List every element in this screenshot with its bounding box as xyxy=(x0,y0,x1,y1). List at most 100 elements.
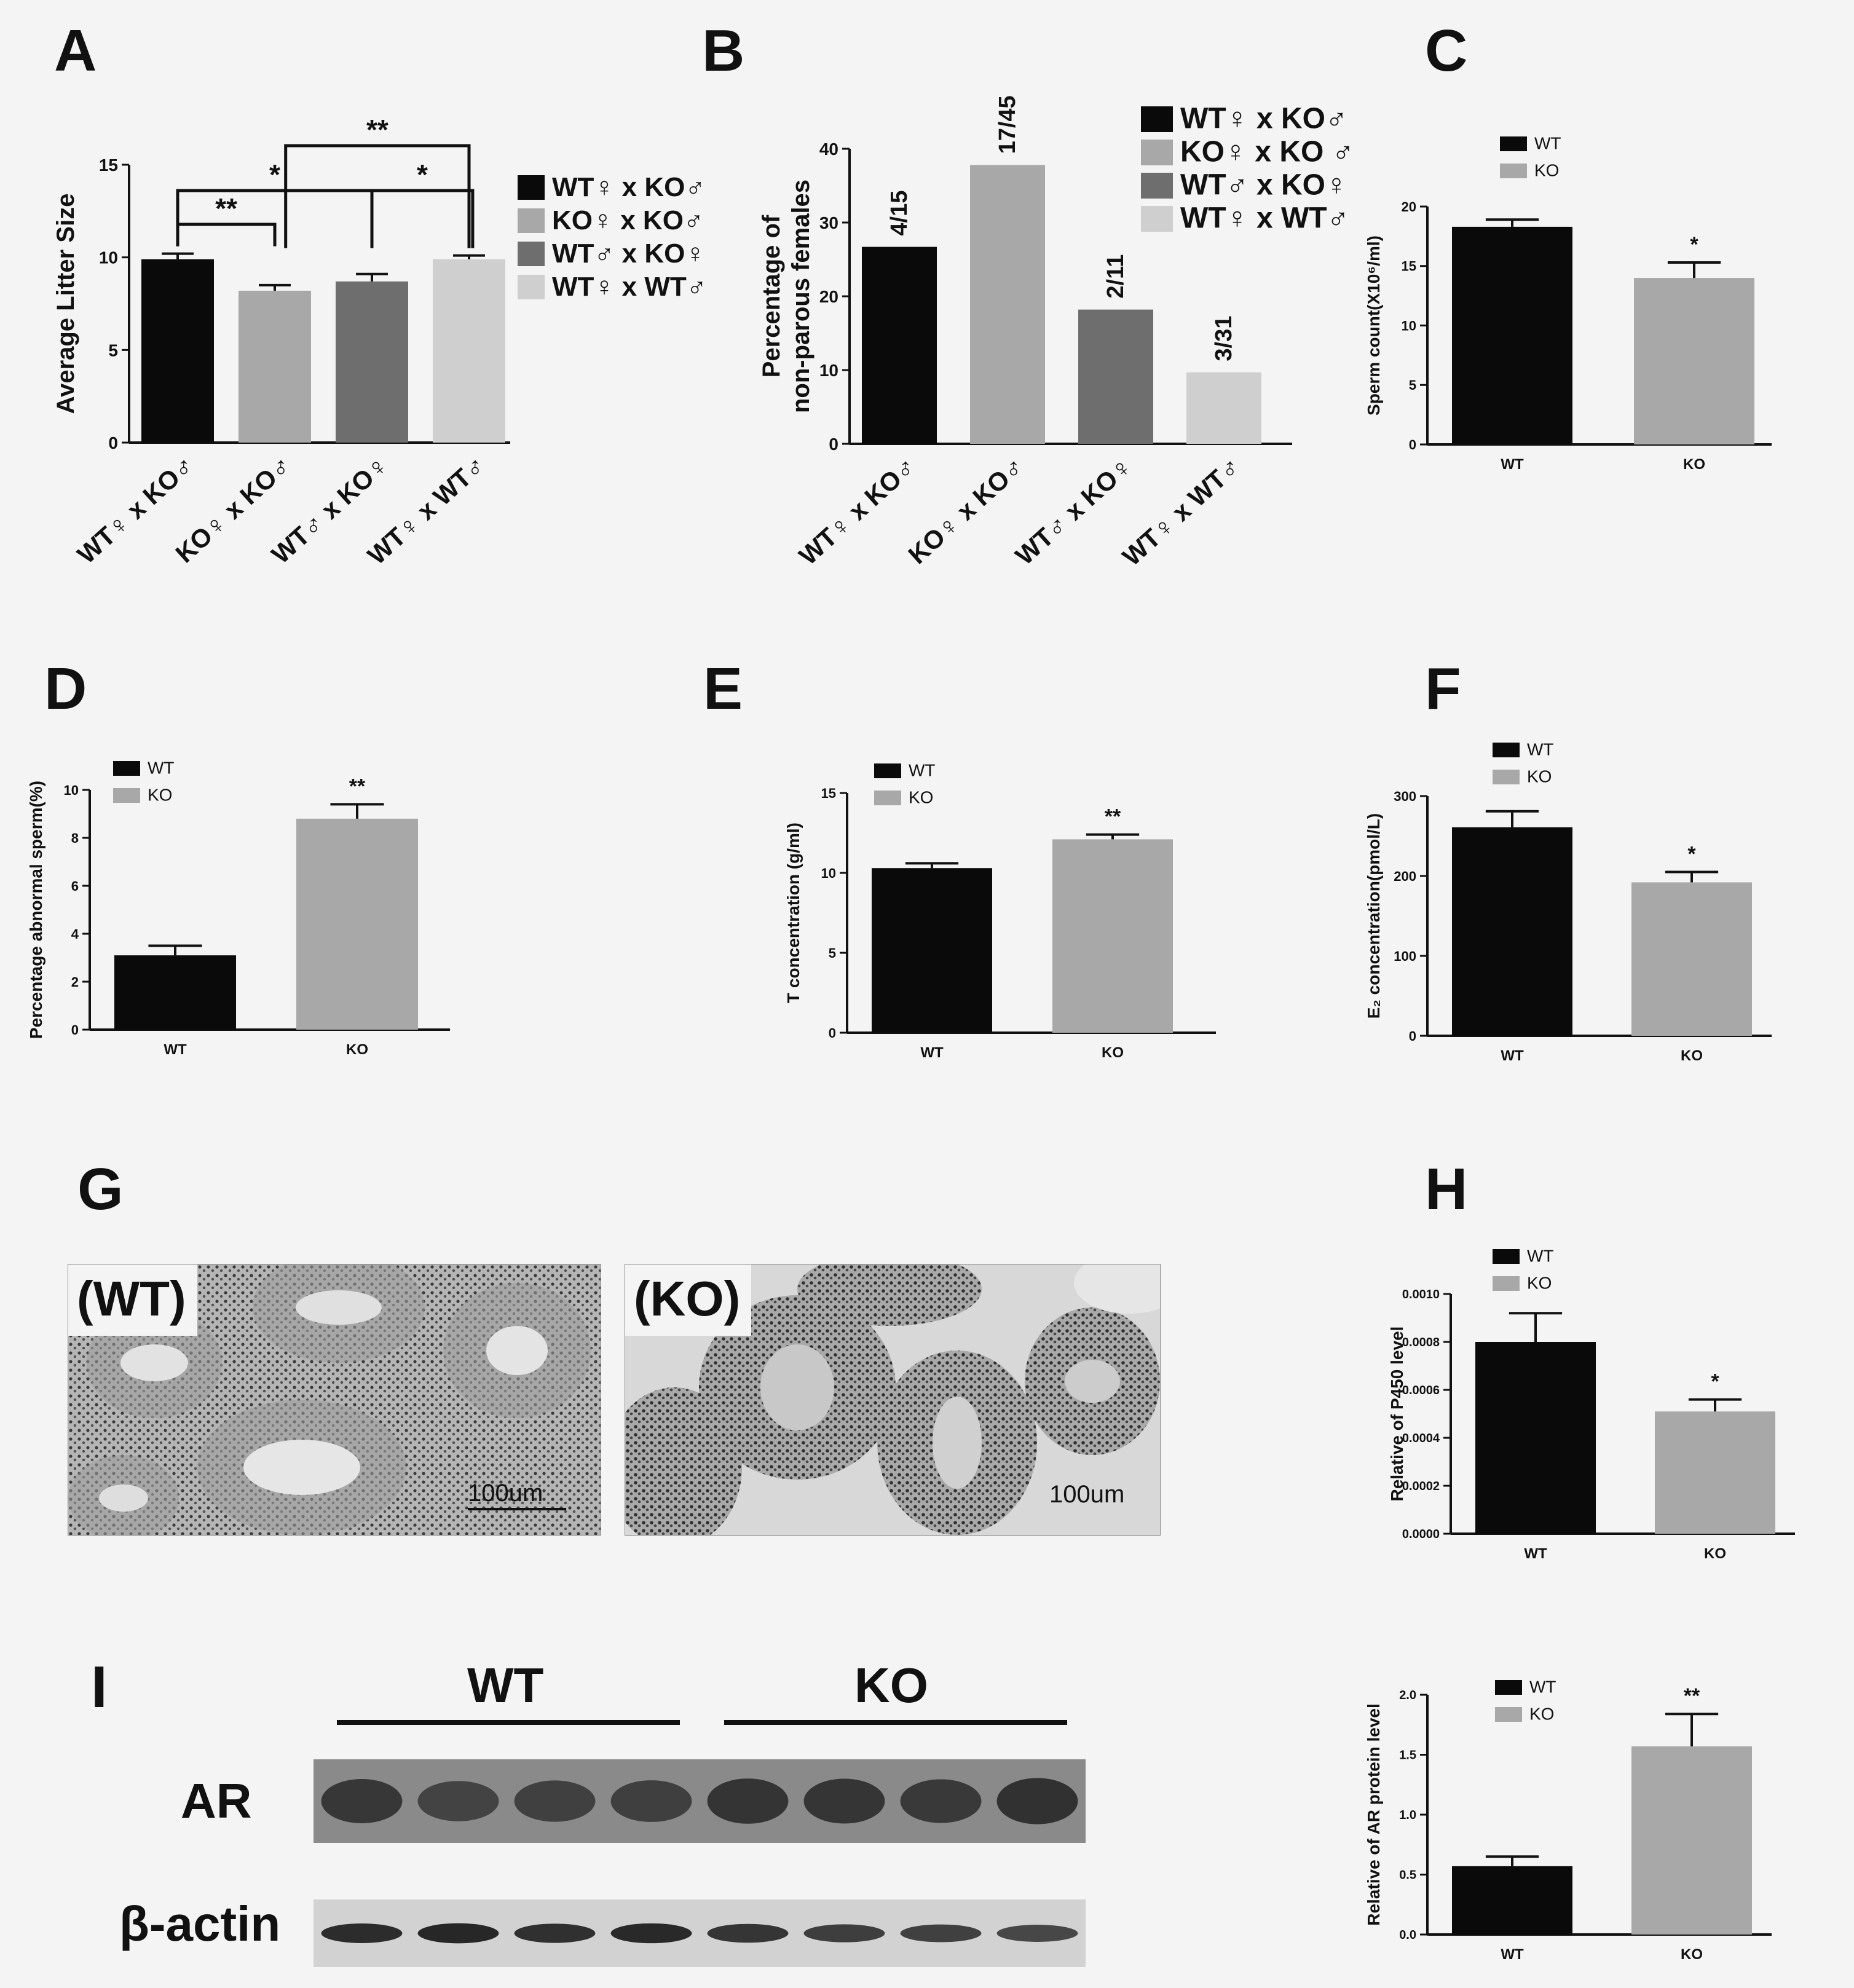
bar-3 xyxy=(1078,309,1153,444)
y-tick-label: 5 xyxy=(829,945,836,961)
y-tick-label: 0.0 xyxy=(1399,1928,1416,1942)
legend-label: WT xyxy=(148,758,175,777)
y-tick-label: 5 xyxy=(1409,377,1416,393)
x-category-label: KO xyxy=(1704,1545,1726,1562)
y-tick-label: 200 xyxy=(1394,869,1416,884)
y-tick-label: 0 xyxy=(829,1025,836,1041)
y-tick-label: 20 xyxy=(819,287,838,306)
legend-swatch xyxy=(1141,140,1173,165)
y-tick-label: 1.0 xyxy=(1399,1809,1416,1822)
y-axis-label: Percentage of non-parous females xyxy=(758,179,815,413)
blot-group-ko-bar xyxy=(724,1720,1067,1725)
chart-f: 0 100 200 300 E₂ concentration(pmol/L) WT * KO W… xyxy=(1364,707,1850,1088)
y-axis-label: Relative of P450 level xyxy=(1387,1327,1406,1502)
bar-1 xyxy=(1452,226,1572,444)
x-category-label: KO xyxy=(1683,456,1705,473)
legend-label: KO♀ x KO ♂ xyxy=(1180,136,1354,168)
y-tick-label: 15 xyxy=(821,786,836,801)
y-tick-label: 15 xyxy=(1402,259,1416,274)
legend-swatch xyxy=(1500,136,1527,151)
significance-mark: * xyxy=(1711,1370,1719,1394)
blot-band-5 xyxy=(707,1923,789,1943)
x-category-label: KO xyxy=(1102,1044,1124,1061)
chart-d: 0 2 4 6 8 10 Percentage abnormal sperm(%) WT ** K… xyxy=(0,725,479,1094)
y-tick-label: 5 xyxy=(108,341,118,360)
bar-4 xyxy=(433,259,505,443)
legend-swatch xyxy=(1495,1680,1522,1695)
y-tick-label: 0.0004 xyxy=(1402,1432,1440,1445)
panel-label-g: G xyxy=(77,1156,124,1222)
bar-data-label: 2/11 xyxy=(1103,254,1129,299)
panel-label-c: C xyxy=(1425,18,1468,84)
bar-2 xyxy=(296,818,418,1030)
x-category-label: WT♀ x WT♂ xyxy=(1117,451,1246,572)
blot-band-4 xyxy=(610,1923,692,1944)
histology-ko-tag: (KO) xyxy=(625,1264,752,1336)
y-tick-label: 40 xyxy=(819,140,838,159)
y-tick-label: 10 xyxy=(821,866,836,881)
histology-ko-image: (KO) 100um xyxy=(625,1264,1161,1536)
blot-band-3 xyxy=(514,1923,596,1943)
y-tick-label: 0 xyxy=(829,435,838,454)
blot-ar-strip xyxy=(314,1759,1086,1843)
y-tick-label: 0.0010 xyxy=(1402,1288,1440,1301)
legend-swatch xyxy=(874,763,901,778)
bar-3 xyxy=(336,281,408,443)
blot-band-1 xyxy=(321,1779,403,1823)
y-tick-label: 0 xyxy=(71,1022,79,1038)
y-tick-label: 0.0002 xyxy=(1402,1480,1440,1493)
bar-data-label: 17/45 xyxy=(995,95,1020,154)
panel-label-i: I xyxy=(91,1654,108,1720)
chart-c: 0 5 10 15 20 Sperm count(X10⁶/ml) WT * KO WT KO xyxy=(1364,111,1850,492)
chart-b: 0 10 20 30 40 Percentage of non-parous females… xyxy=(707,0,1414,615)
legend-swatch xyxy=(1493,743,1520,757)
panel-label-f: F xyxy=(1425,656,1461,722)
legend-swatch xyxy=(1495,1707,1522,1722)
x-category-label: WT xyxy=(1524,1545,1547,1562)
chart-i: 0.0 0.5 1.0 1.5 2.0 Relative of AR protein le… xyxy=(1364,1660,1850,1986)
y-axis-label: Percentage abnormal sperm(%) xyxy=(26,781,45,1039)
y-axis-label: E₂ concentration(pmol/L) xyxy=(1364,813,1383,1019)
y-tick-label: 8 xyxy=(71,830,79,846)
blot-group-wt-bar xyxy=(337,1720,680,1725)
y-tick-label: 4 xyxy=(71,926,79,942)
blot-band-6 xyxy=(803,1778,885,1824)
legend-label: WT♀ x KO♂ xyxy=(1180,103,1347,135)
y-tick-label: 0.0008 xyxy=(1402,1336,1440,1349)
bar-4 xyxy=(1186,372,1261,444)
bar-2 xyxy=(970,165,1045,444)
panel-label-b: B xyxy=(702,18,745,84)
blot-band-2 xyxy=(417,1923,499,1944)
legend-label: KO xyxy=(1527,767,1552,786)
y-tick-label: 2 xyxy=(71,974,79,990)
panel-label-e: E xyxy=(703,656,743,722)
blot-band-8 xyxy=(996,1925,1078,1942)
x-category-label: WT xyxy=(164,1041,187,1058)
y-tick-label: 10 xyxy=(64,783,79,798)
legend-swatch xyxy=(113,788,140,803)
significance-bracket xyxy=(176,223,277,247)
chart-h: 0.0000 0.0002 0.0004 0.0006 0.0008 0.0010 Rela… xyxy=(1352,1223,1850,1580)
blot-band-8 xyxy=(996,1778,1078,1824)
bar-1 xyxy=(1452,827,1572,1036)
legend-label: KO xyxy=(148,785,172,804)
panel-label-d: D xyxy=(44,656,87,722)
significance-mark: ** xyxy=(1684,1684,1700,1708)
y-tick-label: 300 xyxy=(1394,789,1416,804)
y-tick-label: 10 xyxy=(1402,318,1416,333)
x-category-label: KO♀ x KO♂ xyxy=(902,451,1030,570)
y-axis-label: Average Litter Size xyxy=(52,194,79,414)
bar-1 xyxy=(862,247,937,444)
y-tick-label: 0 xyxy=(108,433,118,452)
x-category-label: WT xyxy=(920,1044,944,1061)
legend-swatch xyxy=(1141,173,1173,199)
y-tick-label: 30 xyxy=(819,213,838,232)
y-tick-label: 15 xyxy=(99,156,118,175)
chart-a: 0 5 10 15 Average Litter Size WT♀ x KO♂ KO♀ x … xyxy=(0,0,756,615)
bar-data-label: 3/31 xyxy=(1211,316,1237,361)
legend-swatch xyxy=(1493,770,1520,784)
y-tick-label: 0 xyxy=(1409,437,1416,452)
x-category-label: KO xyxy=(1681,1946,1703,1963)
bar-1 xyxy=(1452,1866,1572,1935)
legend-label: KO♀ x KO♂ xyxy=(552,205,704,235)
